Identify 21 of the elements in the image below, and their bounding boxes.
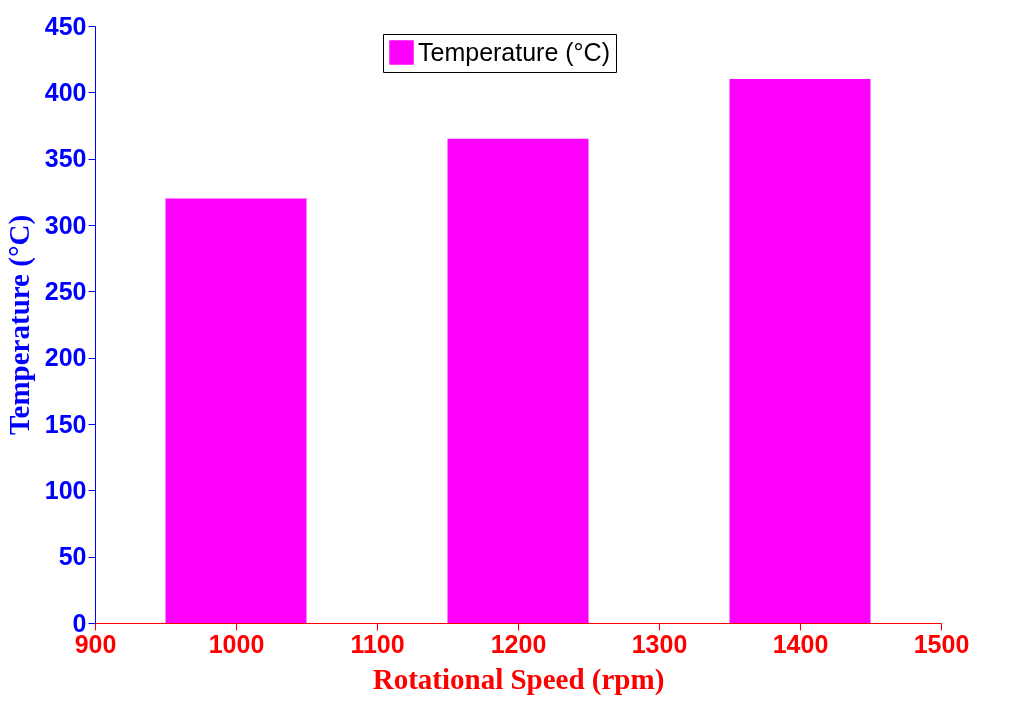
x-tick-label: 1500: [913, 629, 970, 658]
x-tick-label: 1300: [631, 629, 688, 658]
y-tick-label: 50: [58, 542, 87, 571]
legend-label: Temperature (°C): [418, 37, 610, 66]
y-tick-label: 150: [44, 409, 87, 438]
y-axis-title: Temperature (°C): [2, 214, 36, 436]
bar: [447, 138, 589, 623]
bar: [729, 79, 871, 623]
x-tick-label: 1400: [772, 629, 829, 658]
x-tick-label: 1000: [208, 629, 265, 658]
y-tick-label: 300: [44, 210, 87, 239]
y-tick-label: 450: [44, 11, 87, 40]
y-tick-label: 100: [44, 475, 87, 504]
bar: [165, 198, 307, 623]
x-tick-label: 1100: [350, 629, 405, 658]
x-tick-label: 1200: [490, 629, 547, 658]
y-tick-label: 200: [44, 343, 87, 372]
x-axis-title: Rotational Speed (rpm): [372, 662, 665, 696]
y-tick-label: 250: [44, 276, 87, 305]
y-tick-label: 350: [44, 144, 87, 173]
y-tick-label: 400: [44, 77, 87, 106]
